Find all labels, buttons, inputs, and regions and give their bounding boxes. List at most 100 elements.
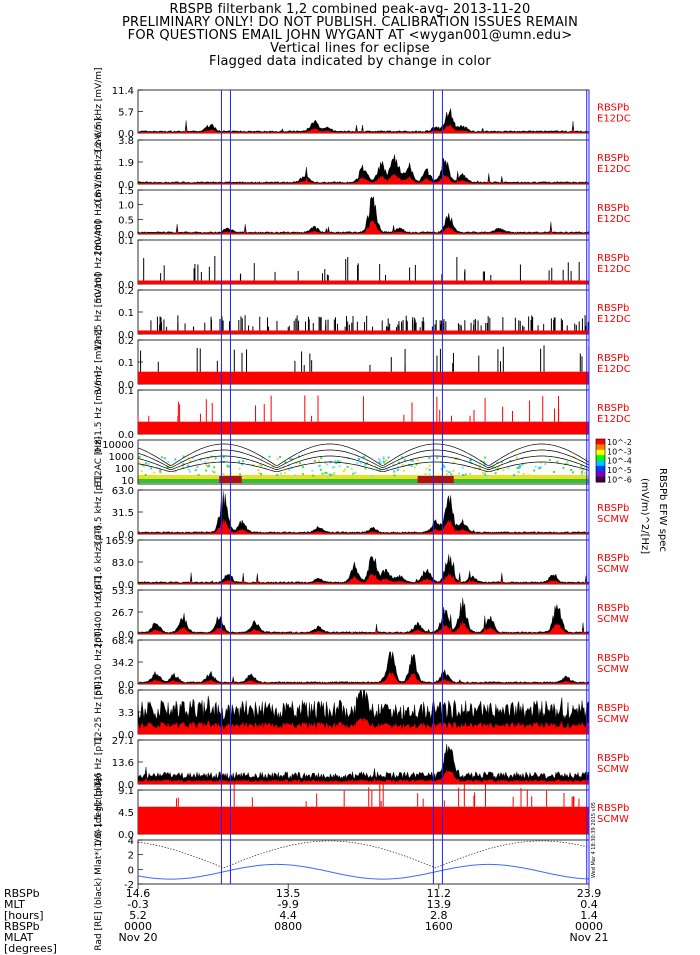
spectrogram-pixel (338, 465, 341, 468)
panel-frame (137, 589, 590, 635)
spectrogram-pixel (363, 455, 366, 458)
spectrogram-pixel (284, 461, 287, 464)
spectrogram-pixel (410, 459, 413, 462)
spectrogram-pixel (393, 470, 396, 473)
panel-label-1: RBSPb (597, 603, 629, 614)
spectrogram-pixel (522, 472, 525, 475)
cyclotron-curve (137, 455, 590, 470)
y-tick-label: 0.2 (118, 286, 134, 297)
y-tick-label: 0.0 (118, 280, 134, 291)
spectrogram-pixel (174, 458, 177, 461)
panel-label-1: RBSPb (597, 353, 629, 364)
spectrogram-pixel (440, 467, 443, 470)
spectrogram-pixel (507, 467, 510, 470)
spectrogram-pixel (166, 465, 169, 468)
spectrogram-pixel (539, 461, 542, 464)
spectrogram-pixel (518, 465, 521, 468)
spectrogram-pixel (396, 468, 399, 471)
peak-series (137, 689, 590, 735)
spectrogram-pixel (533, 469, 536, 472)
spectrogram-pixel (359, 462, 362, 465)
y-axis-label: 12-25 Hz [pT] (94, 681, 104, 743)
spectrogram-pixel (382, 456, 385, 459)
spectrogram-pixel (142, 465, 145, 468)
radius-series (137, 840, 590, 869)
y-tick-label: 0.0 (118, 230, 134, 241)
spectrogram-pixel (325, 471, 328, 474)
spectrogram-pixel (298, 462, 301, 465)
y-axis-label: 3.2-6.5 kHz [mV/m] (94, 67, 104, 155)
spectrogram-pixel (342, 470, 345, 473)
spectrogram-pixel (458, 472, 461, 475)
peak-series (137, 743, 590, 785)
spectrogram-pixel (213, 466, 216, 469)
spectrogram-pixel (497, 466, 500, 469)
spectrogram-pixel (182, 466, 185, 469)
spectrogram-pixel (386, 467, 389, 470)
y-tick-label: 1.9 (118, 158, 134, 169)
spectrogram-pixel (354, 471, 357, 474)
panel-frame (137, 89, 590, 134)
y-tick-label: 0.1 (118, 308, 134, 319)
y-axis-label: E12AC [Hz] (94, 437, 104, 488)
spectrogram-pixel (191, 456, 194, 459)
panel-label-2: SCMW (597, 514, 629, 525)
spectrogram-pixel (144, 473, 147, 476)
spectrogram-pixel (260, 464, 263, 467)
spectrogram-pixel (298, 455, 301, 458)
avg-band (138, 421, 589, 434)
spectrogram-pixel (579, 467, 582, 470)
colorbar-label: (mV/m)^2/[Hz] (639, 478, 650, 555)
spectrogram-pixel (488, 465, 491, 468)
cyclotron-curve (137, 461, 590, 473)
spectrogram-pixel (401, 456, 404, 459)
spectrogram-pixel (330, 473, 333, 476)
y-tick-label: 53.3 (112, 586, 134, 597)
peak-series (137, 597, 590, 635)
colorbar-segment (596, 460, 605, 467)
spectrogram-pixel (469, 472, 472, 475)
ephemeris-value: 13.5 (275, 887, 301, 900)
spectrogram-pixel (167, 461, 170, 464)
spectrogram-pixel (428, 457, 431, 460)
spectrogram-pixel (473, 467, 476, 470)
spectrogram-pixel (544, 463, 547, 466)
spectrogram-pixel (483, 463, 486, 466)
spectrogram-pixel (502, 469, 505, 472)
spectrogram-pixel (500, 460, 503, 463)
spectrogram-pixel (413, 466, 416, 469)
colorbar-segment (596, 465, 605, 472)
spectrogram-pixel (380, 462, 383, 465)
y-tick-label: 11.4 (112, 86, 134, 97)
spectrogram-pixel (548, 458, 551, 461)
spectrogram-pixel (494, 467, 497, 470)
y-tick-label: 0.0 (118, 180, 134, 191)
spectrogram-pixel (324, 461, 327, 464)
panel-frame (137, 839, 590, 885)
avg-series (137, 769, 590, 785)
avg-band (138, 330, 589, 334)
ephemeris-row-label: [degrees] (4, 942, 57, 955)
spectrogram-pixel (452, 469, 455, 472)
spectrogram-pixel (279, 472, 282, 475)
spectrogram-pixel (397, 461, 400, 464)
y-tick-label: 0.5 (118, 215, 134, 226)
spectrogram-pixel (163, 457, 166, 460)
panel-label-2: SCMW (597, 714, 629, 725)
spectrogram-pixel (321, 472, 324, 475)
peak-series (137, 108, 590, 134)
avg-series (137, 519, 590, 535)
panel-label-2: SCMW (597, 764, 629, 775)
panel-label-1: RBSPb (597, 153, 629, 164)
spectrogram-pixel (482, 472, 485, 475)
spectrogram-pixel (260, 473, 263, 476)
panel-label-2: SCMW (597, 564, 629, 575)
panel-label-1: RBSPb (597, 703, 629, 714)
title-line-4: Vertical lines for eclipse (270, 41, 430, 56)
spectrogram-pixel (167, 466, 170, 469)
y-axis-label: 0.8-1.5 Hz [pT] (94, 778, 104, 845)
y-axis-label: Rad [RE] (black) Mlat*(1/6) [deg] (blue) (94, 773, 104, 950)
spectrogram-pixel (584, 465, 587, 468)
spectrogram-pixel (319, 464, 322, 467)
spectrogram-pixel (582, 468, 585, 471)
